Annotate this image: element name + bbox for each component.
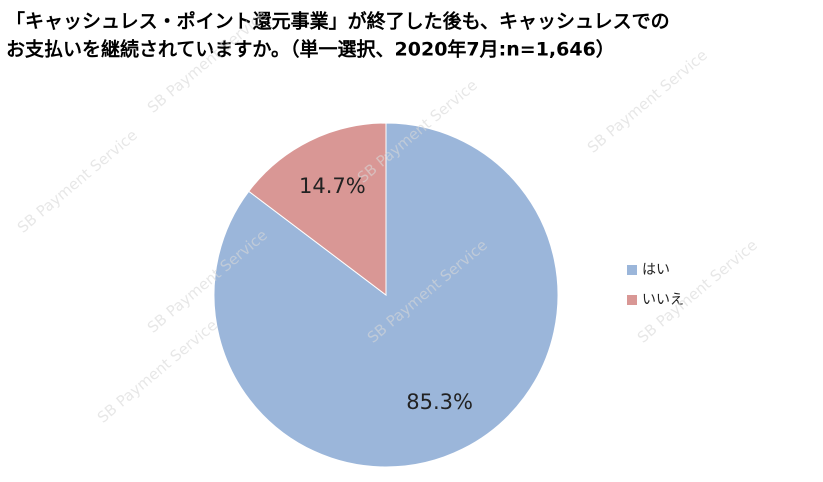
legend-label: はい <box>642 262 670 278</box>
pie-slice <box>248 122 387 297</box>
chart-title: お支払いを継続されていますか。（単一選択、2020年7月:n=1,646） <box>6 38 615 61</box>
chart-title: 「キャッシュレス・ポイント還元事業」が終了した後も、キャッシュレスでの <box>6 10 670 33</box>
data-label: 14.7% <box>299 174 366 198</box>
watermark: SB Payment Service <box>584 46 711 157</box>
data-label: 85.3% <box>406 390 473 414</box>
legend-swatch <box>627 295 637 305</box>
legend-swatch <box>627 265 637 275</box>
watermark: SB Payment Service <box>14 126 141 237</box>
legend-label: いいえ <box>642 292 684 308</box>
